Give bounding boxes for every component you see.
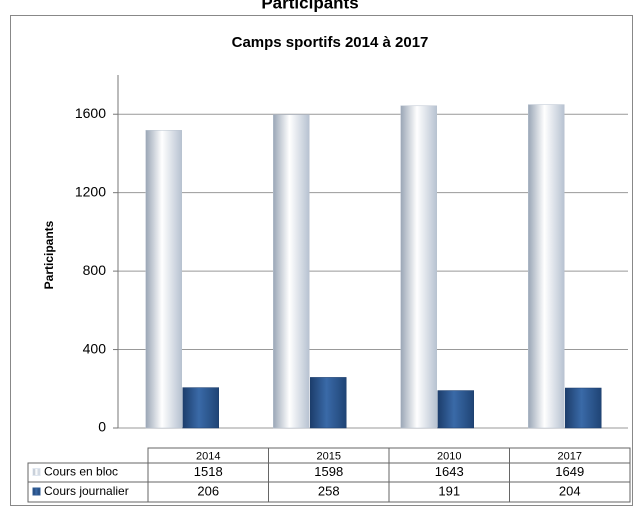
heading: Participants xyxy=(261,0,358,12)
table-value: 204 xyxy=(559,483,581,498)
legend-label: Cours journalier xyxy=(44,484,129,498)
table-value: 258 xyxy=(318,483,340,498)
bar xyxy=(400,105,437,429)
y-axis-label: Participants xyxy=(42,220,56,289)
x-tick-label: 2015 xyxy=(317,450,341,462)
bar xyxy=(437,390,474,429)
y-tick-label: 1200 xyxy=(75,183,106,199)
x-tick-label: 2014 xyxy=(196,450,220,462)
x-tick-label: 2017 xyxy=(558,450,582,462)
table-value: 1643 xyxy=(435,464,464,479)
table-value: 1598 xyxy=(314,464,343,479)
table-value: 1518 xyxy=(194,464,223,479)
y-tick-label: 400 xyxy=(83,340,107,356)
bar xyxy=(182,387,219,429)
bar xyxy=(145,130,182,429)
y-tick-label: 800 xyxy=(83,262,107,278)
y-tick-label: 0 xyxy=(98,419,106,435)
table-value: 191 xyxy=(438,483,460,498)
legend-swatch xyxy=(32,487,41,496)
bar xyxy=(565,387,602,429)
legend-label: Cours en bloc xyxy=(44,465,118,479)
chart-title: Camps sportifs 2014 à 2017 xyxy=(232,34,429,51)
legend-swatch xyxy=(32,468,41,476)
table-value: 1649 xyxy=(555,464,584,479)
bar xyxy=(528,104,565,429)
bar xyxy=(310,377,347,429)
y-tick-label: 1600 xyxy=(75,105,106,121)
bar xyxy=(273,114,310,429)
x-tick-label: 2010 xyxy=(437,450,461,462)
table-value: 206 xyxy=(197,483,219,498)
